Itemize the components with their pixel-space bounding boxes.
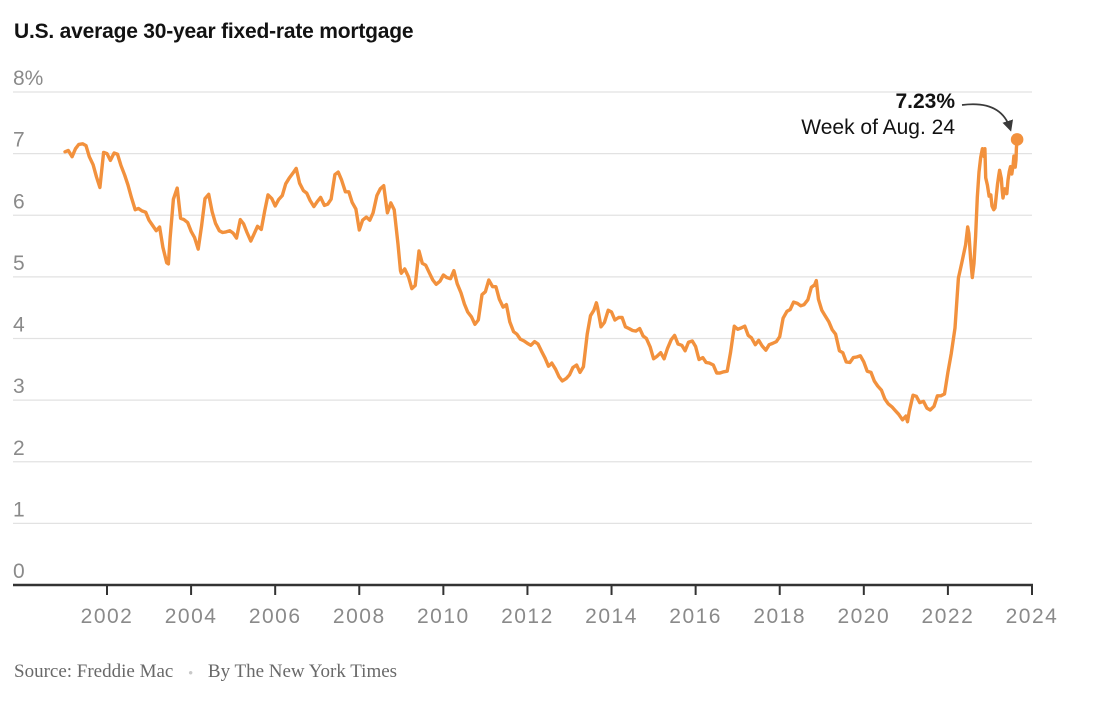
y-tick-label: 4 [13,314,25,337]
x-tick-label: 2008 [333,605,386,628]
rate-line [63,137,1019,424]
y-tick-label: 7 [13,129,25,152]
y-tick-label: 1 [13,498,25,521]
x-tick-label: 2020 [837,605,890,628]
x-tick-label: 2016 [669,605,722,628]
annotation-arrow-icon [961,103,1014,132]
chart-title: U.S. average 30-year fixed-rate mortgage [14,20,414,43]
endpoint-dot [1010,133,1024,146]
y-tick-label: 5 [13,252,25,275]
endpoint-annotation: 7.23% Week of Aug. 24 [801,89,955,141]
chart-footer: Source: Freddie Mac • By The New York Ti… [14,661,397,683]
y-tick-label: 8% [13,67,43,90]
x-tick-label: 2022 [922,605,975,628]
x-tick-label: 2002 [81,605,134,628]
separator-dot-icon: • [188,664,193,680]
endpoint-value-label: 7.23% [895,90,955,113]
source-label: Source: Freddie Mac [14,661,174,682]
y-tick-label: 3 [13,375,25,398]
x-tick-label: 2024 [1006,605,1059,628]
x-tick-label: 2006 [249,605,302,628]
x-tick-label: 2012 [501,605,554,628]
x-tick-label: 2018 [753,605,806,628]
x-tick-label: 2014 [585,605,638,628]
y-tick-label: 2 [13,437,25,460]
y-tick-label: 0 [13,560,25,583]
x-tick-label: 2004 [165,605,218,628]
endpoint-week-label: Week of Aug. 24 [801,116,955,139]
byline-label: By The New York Times [207,661,398,682]
y-tick-label: 6 [13,190,25,213]
x-tick-label: 2010 [417,605,470,628]
